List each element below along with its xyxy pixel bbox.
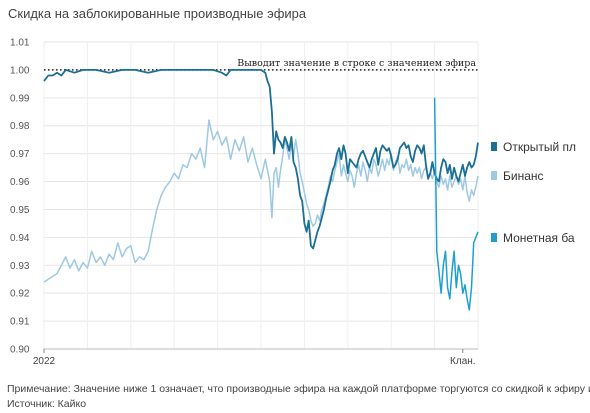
legend-label: Монетная ба (503, 231, 575, 245)
y-tick-label: 1.01 (10, 38, 30, 49)
y-tick-label: 0.99 (10, 93, 30, 104)
legend-swatch (491, 233, 497, 242)
grid-lines (43, 41, 479, 350)
y-tick-label: 0.93 (10, 261, 30, 272)
x-axis-ticks: 2022 Клан. (33, 349, 476, 367)
reference-line: Выводит значение в строке с значением эф… (44, 58, 478, 71)
x-tick-label: 2022 (33, 356, 56, 367)
y-tick-label: 0.90 (10, 345, 30, 356)
legend-label: Бинанс (503, 169, 544, 183)
x-tick-label: Клан. (450, 356, 476, 367)
source-credit: Источник: Кайко (7, 398, 87, 410)
y-tick-label: 0.94 (10, 233, 30, 244)
legend-swatch (491, 171, 497, 180)
legend-swatch (491, 142, 497, 151)
legend: Открытый пл Бинанс Монетная ба (491, 140, 576, 245)
y-tick-label: 1.00 (10, 65, 30, 76)
line-chart: 1.01 1.00 0.99 0.98 0.97 0.96 0.95 0.94 0.93 0.92… (10, 38, 576, 368)
y-tick-label: 0.98 (10, 121, 30, 132)
series-line-0 (43, 69, 479, 250)
y-axis-ticks: 1.01 1.00 0.99 0.98 0.97 0.96 0.95 0.94 0.93 0.92… (10, 38, 30, 356)
series-line-2 (433, 97, 479, 311)
series-line-1 (43, 119, 479, 283)
series-lines (43, 69, 479, 311)
y-tick-label: 0.96 (10, 177, 30, 188)
y-tick-label: 0.92 (10, 289, 30, 300)
y-tick-label: 0.95 (10, 205, 30, 216)
chart-title: Скидка на заблокированные производные эф… (8, 6, 307, 21)
y-tick-label: 0.91 (10, 317, 30, 328)
footnote: Примечание: Значение ниже 1 означает, чт… (7, 383, 590, 395)
legend-label: Открытый пл (503, 140, 576, 154)
reference-line-label: Выводит значение в строке с значением эф… (237, 58, 476, 69)
y-tick-label: 0.97 (10, 149, 30, 160)
